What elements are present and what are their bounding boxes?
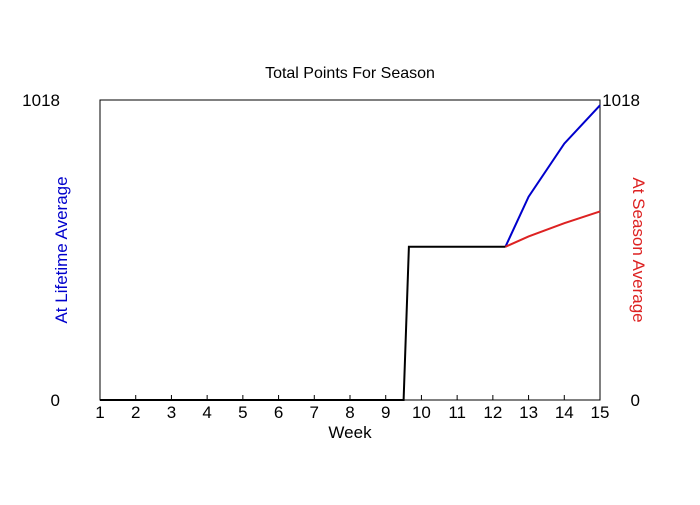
- x-tick-label: 3: [167, 403, 176, 422]
- y-axis-right-label: At Season Average: [629, 177, 648, 322]
- x-tick-label: 2: [131, 403, 140, 422]
- plot-area: [99, 99, 601, 401]
- chart-title: Total Points For Season: [265, 65, 435, 82]
- x-tick-label: 9: [381, 403, 390, 422]
- y-right-tick-label: 0: [631, 391, 640, 410]
- x-tick-label: 15: [591, 403, 610, 422]
- x-tick-label: 4: [202, 403, 211, 422]
- y-axis-left-label: At Lifetime Average: [52, 176, 71, 323]
- x-tick-label: 14: [555, 403, 574, 422]
- y-axis-right-ticks: 0 1018: [602, 91, 640, 410]
- x-tick-label: 12: [483, 403, 502, 422]
- y-axis-left-ticks: 0 1018: [22, 91, 60, 410]
- y-left-tick-label: 1018: [22, 91, 60, 110]
- y-left-tick-label: 0: [51, 391, 60, 410]
- x-tick-label: 8: [345, 403, 354, 422]
- x-tick-label: 10: [412, 403, 431, 422]
- y-right-tick-label: 1018: [602, 91, 640, 110]
- x-axis-ticks: 1 2 3 4 5 6 7 8 9 10 11 12 13 14 15: [95, 395, 609, 422]
- x-tick-label: 11: [448, 403, 466, 422]
- series-layer: [100, 104, 601, 401]
- series-line-lifetime: [504, 104, 601, 248]
- x-tick-label: 1: [95, 403, 104, 422]
- x-tick-label: 6: [274, 403, 283, 422]
- x-tick-label: 13: [519, 403, 538, 422]
- series-line-season: [504, 210, 601, 248]
- series-line-actual: [100, 245, 506, 401]
- x-tick-label: 7: [310, 403, 319, 422]
- x-tick-label: 5: [238, 403, 247, 422]
- x-axis-label: Week: [328, 423, 372, 442]
